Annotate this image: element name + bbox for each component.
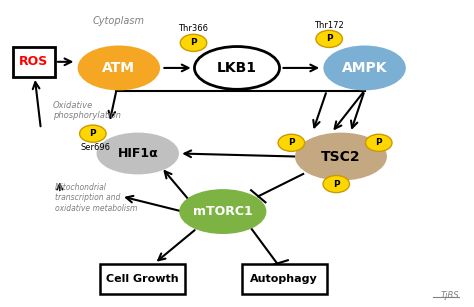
Text: P: P	[333, 180, 339, 188]
FancyBboxPatch shape	[242, 263, 327, 294]
Text: ATM: ATM	[102, 61, 136, 75]
Text: Thr172: Thr172	[314, 21, 344, 30]
Text: P: P	[375, 138, 382, 147]
Text: mTORC1: mTORC1	[193, 205, 253, 218]
Ellipse shape	[194, 47, 280, 89]
Circle shape	[323, 176, 349, 192]
Circle shape	[80, 125, 106, 142]
Text: TjBS: TjBS	[440, 291, 459, 300]
Ellipse shape	[79, 47, 159, 89]
Circle shape	[278, 134, 305, 151]
Ellipse shape	[180, 190, 265, 233]
Text: TSC2: TSC2	[321, 150, 361, 164]
Ellipse shape	[98, 134, 178, 173]
FancyBboxPatch shape	[100, 263, 185, 294]
Text: P: P	[90, 129, 96, 138]
Text: Mitochondrial
transcription and
oxidative metabolism: Mitochondrial transcription and oxidativ…	[55, 183, 137, 213]
Circle shape	[180, 34, 207, 52]
Text: Thr366: Thr366	[179, 24, 209, 33]
Text: Cytoplasm: Cytoplasm	[93, 16, 145, 25]
Text: ROS: ROS	[19, 55, 48, 68]
Text: LKB1: LKB1	[217, 61, 257, 75]
Ellipse shape	[324, 47, 405, 89]
Text: P: P	[326, 34, 332, 43]
Ellipse shape	[296, 134, 386, 180]
Circle shape	[365, 134, 392, 151]
Circle shape	[316, 30, 342, 48]
Text: P: P	[190, 38, 197, 47]
Text: P: P	[288, 138, 295, 147]
Text: Cell Growth: Cell Growth	[106, 274, 179, 284]
Text: HIF1α: HIF1α	[118, 147, 158, 160]
FancyBboxPatch shape	[12, 47, 55, 77]
Text: Ser696: Ser696	[80, 143, 110, 152]
Text: AMPK: AMPK	[342, 61, 387, 75]
Text: Autophagy: Autophagy	[250, 274, 318, 284]
Text: Oxidative
phosphorylation: Oxidative phosphorylation	[53, 101, 120, 120]
